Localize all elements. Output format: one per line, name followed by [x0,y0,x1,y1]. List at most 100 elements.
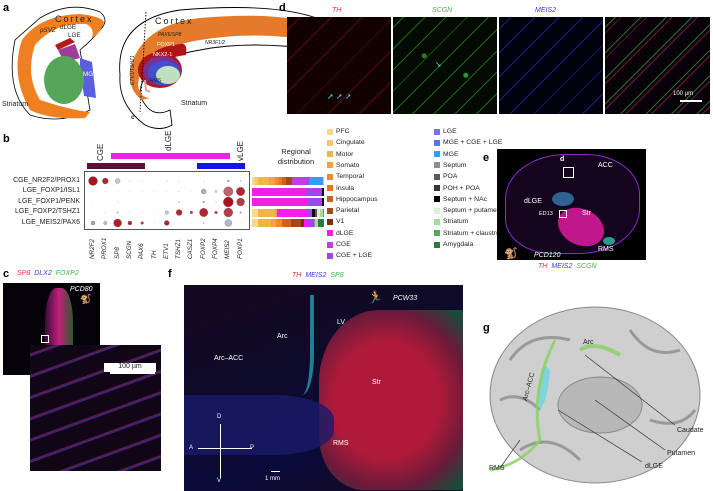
gene-label: TH [150,250,158,259]
legend-item: PFC [327,128,350,135]
expression-dot [202,201,205,203]
e-dlge-label: dLGE [524,198,542,205]
expression-dot [104,201,106,203]
dot-plot-frame [84,171,250,230]
c-age-label: PCD80 [70,286,93,293]
expression-dot [166,201,168,203]
legend-label: dLGE [336,229,354,237]
expression-dot [90,220,96,226]
legend-item: CGE + LGE [327,252,372,259]
panel-g-label: g [483,322,490,334]
legend-label: POH + POA [443,184,480,192]
g-arc-label: Arc [583,339,594,346]
legend-label: Insula [336,184,355,192]
expression-dot [164,220,170,226]
expression-dot [190,201,192,203]
regional-segment [303,219,309,227]
legend-label: Hippocampus [336,195,378,203]
dlge-group-bar [111,153,230,159]
legend-item: POA [434,173,457,180]
legend-label: Septum [443,161,467,169]
regional-distribution-title: Regional distribution [277,147,315,166]
row-label: LGE_FOXP1/ISL1 [22,187,80,194]
gene-label: SCGN [125,240,133,259]
legend-label: MGE + CGE + LGE [443,139,503,147]
expression-dot [141,212,143,213]
expression-dot [164,210,169,215]
legend-swatch [327,241,333,248]
expression-dot [178,222,180,224]
legend-item: POH + POA [434,185,480,192]
mge-label: MGE [83,71,98,78]
expression-dot [129,180,131,182]
regional-segment [308,208,313,217]
legend-item: Motor [327,151,353,158]
d-meis2-image [499,17,603,114]
legend-label: V1 [336,218,345,226]
expression-dot [116,211,119,214]
regional-segment [315,219,319,227]
striatum-label-left: Striatum [2,101,29,108]
e-acc-label: ACC [598,162,613,169]
expression-dot [114,178,121,184]
legend-item: Septum + putamen [434,207,501,214]
expression-dot [201,188,207,195]
c-scale-bar [110,372,155,374]
f-age-label: PCW33 [393,295,418,302]
expression-dot [178,191,180,192]
legend-item: MGE + CGE + LGE [434,139,502,146]
expression-dot [154,180,155,182]
e-th-label: TH [538,263,548,270]
d-scale-label: 100 µm [673,91,694,97]
expression-dot [236,197,245,207]
monkey-icon: 🐒 [504,248,518,260]
legend-swatch [327,173,333,180]
expression-dot [202,222,205,224]
monkey-icon: 🐒 [80,294,92,304]
lge-label: LGE [68,32,81,39]
d-scgn-label: SCGN [432,7,453,14]
regional-segment [281,177,287,185]
expression-dot [239,211,242,214]
legend-item: Parietal [327,207,359,214]
regional-segment [275,208,278,217]
legend-label: Motor [336,150,354,158]
legend-item: Septum [434,162,466,169]
f-p-label: P [250,445,255,451]
expression-dot [102,177,109,185]
c-foxp2-label: FOXP2 [55,270,79,277]
regional-segment [278,177,282,185]
legend-label: LGE [443,128,457,135]
row-label: CGE_NR2F2/PROX1 [13,176,80,184]
expression-dot [178,180,180,182]
expression-dot [92,191,94,192]
legend-swatch [327,162,333,169]
legend-item: LGE [434,128,457,135]
expression-dot [178,201,180,203]
regional-segment [300,219,305,227]
rms-label-a: RMS [150,78,162,84]
f-sp8-label: SP8 [330,272,344,279]
panel-a-schematic [11,6,343,129]
regional-segment [257,208,276,217]
gene-label: SP8 [113,247,121,259]
legend-swatch [327,252,333,259]
e-box-d-label: d [560,156,565,163]
regional-segment [276,219,283,227]
expression-dot [215,201,217,203]
regional-segment [322,208,325,217]
regional-segment [290,219,302,227]
c-dlx2-label: DLX2 [34,270,52,277]
legend-swatch [327,151,333,158]
c-gene-labels: SP8 DLX2 FOXP2 [17,270,79,277]
f-section-image [184,285,463,491]
panel-d-label: d [279,2,286,14]
row-label: LGE_FOXP2/TSHZ1 [15,208,80,215]
legend-label: Somato [336,161,360,169]
e-meis2-label: MEIS2 [551,263,573,270]
regional-segment [277,208,309,217]
cortex-label-right: Cortex [155,16,194,26]
regional-segment [252,208,259,217]
arrow-icon: ➘ [435,60,442,69]
f-scale-bar [271,471,280,472]
